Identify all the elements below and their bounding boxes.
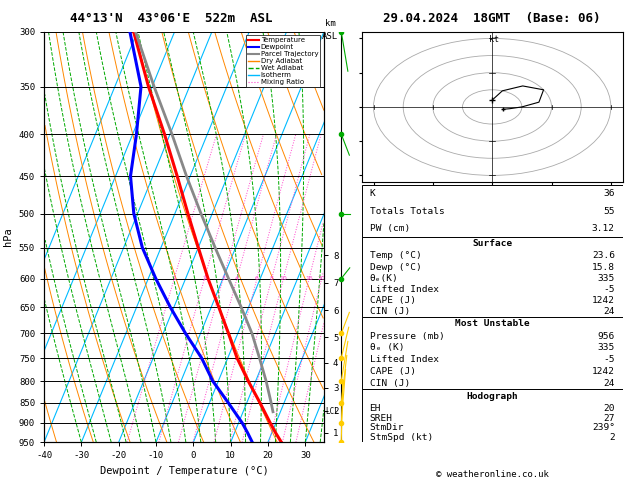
Text: CIN (J): CIN (J) (369, 379, 409, 388)
Text: km: km (325, 19, 336, 29)
Text: 335: 335 (598, 344, 615, 352)
Bar (362, 185, 623, 238)
Text: 239°: 239° (592, 423, 615, 432)
Text: 20: 20 (603, 404, 615, 413)
Text: EH: EH (369, 404, 381, 413)
Text: 23.6: 23.6 (592, 251, 615, 260)
Text: -5: -5 (603, 285, 615, 294)
Text: Most Unstable: Most Unstable (455, 319, 530, 328)
Text: Surface: Surface (472, 240, 512, 248)
Text: Pressure (mb): Pressure (mb) (369, 331, 444, 341)
Text: SREH: SREH (369, 414, 392, 423)
Text: 24: 24 (603, 307, 615, 316)
Text: 20: 20 (318, 276, 326, 281)
Text: 1242: 1242 (592, 296, 615, 305)
Text: kt: kt (489, 35, 499, 44)
Text: -5: -5 (603, 355, 615, 364)
Text: Dewp (°C): Dewp (°C) (369, 262, 421, 272)
Text: K: K (369, 189, 376, 198)
Text: StmSpd (kt): StmSpd (kt) (369, 433, 433, 442)
Text: 1242: 1242 (592, 367, 615, 376)
Text: Hodograph: Hodograph (466, 392, 518, 401)
Text: 2: 2 (609, 433, 615, 442)
Text: StmDir: StmDir (369, 423, 404, 432)
X-axis label: Dewpoint / Temperature (°C): Dewpoint / Temperature (°C) (99, 466, 269, 476)
Text: 6: 6 (255, 276, 259, 281)
Text: 3.12: 3.12 (592, 224, 615, 233)
Text: ASL: ASL (322, 32, 338, 41)
Text: 24: 24 (603, 379, 615, 388)
Text: 16: 16 (305, 276, 313, 281)
Text: Lifted Index: Lifted Index (369, 355, 438, 364)
Y-axis label: hPa: hPa (3, 227, 13, 246)
Text: LCL: LCL (325, 407, 339, 416)
Text: 10: 10 (280, 276, 287, 281)
Text: 55: 55 (603, 207, 615, 216)
Bar (362, 238, 623, 317)
Text: 1: 1 (172, 276, 176, 281)
Text: PW (cm): PW (cm) (369, 224, 409, 233)
Text: 36: 36 (603, 189, 615, 198)
Bar (362, 317, 623, 389)
Legend: Temperature, Dewpoint, Parcel Trajectory, Dry Adiabat, Wet Adiabat, Isotherm, Mi: Temperature, Dewpoint, Parcel Trajectory… (246, 35, 320, 87)
Text: 4: 4 (235, 276, 239, 281)
Text: CAPE (J): CAPE (J) (369, 296, 416, 305)
Text: 2: 2 (203, 276, 206, 281)
Text: 335: 335 (598, 274, 615, 283)
Text: 8: 8 (270, 276, 274, 281)
Text: 27: 27 (603, 414, 615, 423)
Text: Temp (°C): Temp (°C) (369, 251, 421, 260)
Text: 29.04.2024  18GMT  (Base: 06): 29.04.2024 18GMT (Base: 06) (384, 12, 601, 25)
Text: CIN (J): CIN (J) (369, 307, 409, 316)
Bar (362, 389, 623, 442)
Text: θₑ(K): θₑ(K) (369, 274, 398, 283)
Text: CAPE (J): CAPE (J) (369, 367, 416, 376)
Text: 44°13'N  43°06'E  522m  ASL: 44°13'N 43°06'E 522m ASL (70, 12, 272, 25)
Text: θₑ (K): θₑ (K) (369, 344, 404, 352)
Text: Totals Totals: Totals Totals (369, 207, 444, 216)
Text: 3: 3 (221, 276, 225, 281)
Text: 956: 956 (598, 331, 615, 341)
Text: © weatheronline.co.uk: © weatheronline.co.uk (436, 469, 548, 479)
Text: 15.8: 15.8 (592, 262, 615, 272)
Text: Lifted Index: Lifted Index (369, 285, 438, 294)
